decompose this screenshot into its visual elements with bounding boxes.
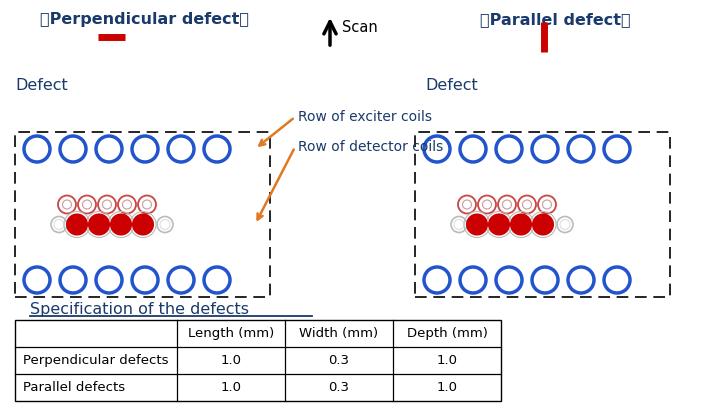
Text: Specification of the defects: Specification of the defects — [30, 302, 249, 317]
Text: Scan: Scan — [342, 20, 378, 36]
Text: 1.0: 1.0 — [437, 381, 458, 394]
Bar — [15, 132, 270, 297]
Text: Depth (mm): Depth (mm) — [406, 327, 487, 340]
Text: Length (mm): Length (mm) — [188, 327, 274, 340]
Circle shape — [511, 215, 531, 234]
Text: Defect: Defect — [15, 78, 67, 93]
Bar — [15, 320, 501, 401]
Text: Parallel defects: Parallel defects — [23, 381, 125, 394]
Circle shape — [533, 215, 553, 234]
Circle shape — [89, 215, 109, 234]
Text: 0.3: 0.3 — [328, 354, 349, 367]
Text: Defect: Defect — [425, 78, 478, 93]
Text: 【Parallel defect】: 【Parallel defect】 — [479, 12, 631, 27]
Text: Width (mm): Width (mm) — [299, 327, 378, 340]
Text: Perpendicular defects: Perpendicular defects — [23, 354, 169, 367]
Text: Row of exciter coils: Row of exciter coils — [298, 110, 432, 124]
Text: 0.3: 0.3 — [328, 381, 349, 394]
Text: 【Perpendicular defect】: 【Perpendicular defect】 — [41, 12, 250, 27]
Text: 1.0: 1.0 — [221, 381, 242, 394]
Text: Row of detector coils: Row of detector coils — [298, 140, 444, 154]
Text: 1.0: 1.0 — [437, 354, 458, 367]
Circle shape — [489, 215, 509, 234]
Text: 1.0: 1.0 — [221, 354, 242, 367]
Circle shape — [467, 215, 487, 234]
Bar — [415, 132, 670, 297]
Circle shape — [67, 215, 87, 234]
Circle shape — [133, 215, 153, 234]
Circle shape — [111, 215, 131, 234]
